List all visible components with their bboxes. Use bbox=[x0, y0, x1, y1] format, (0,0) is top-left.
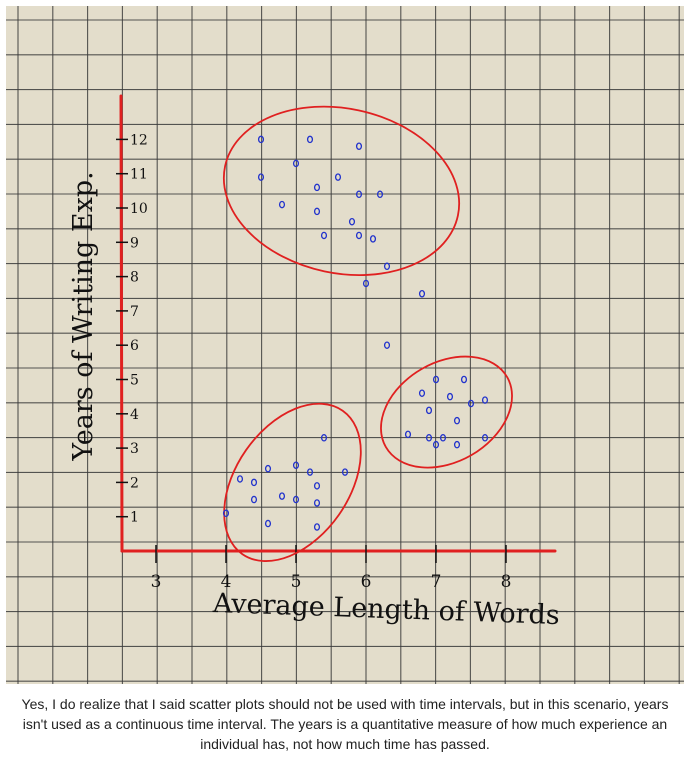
y-tick-label: 8 bbox=[130, 270, 139, 286]
x-ticks: 3 4 5 6 7 8 bbox=[151, 545, 512, 592]
data-point bbox=[425, 434, 433, 442]
data-point bbox=[355, 190, 363, 199]
data-point bbox=[453, 416, 461, 425]
data-point bbox=[341, 468, 349, 476]
data-point bbox=[432, 375, 440, 384]
y-tick-label: 10 bbox=[130, 201, 148, 217]
data-point bbox=[383, 341, 391, 349]
data-point bbox=[236, 475, 244, 483]
data-point bbox=[418, 289, 426, 298]
y-tick-label: 2 bbox=[130, 475, 139, 491]
y-axis-label: Years of Writing Exp. bbox=[68, 171, 99, 461]
data-point bbox=[439, 434, 447, 442]
axes bbox=[119, 94, 557, 553]
y-axis-line bbox=[119, 94, 124, 553]
data-point bbox=[306, 468, 314, 476]
data-point bbox=[432, 440, 440, 449]
data-point bbox=[446, 392, 454, 401]
x-tick-label: 6 bbox=[361, 572, 372, 592]
y-tick-label: 3 bbox=[130, 441, 139, 457]
cluster-circle bbox=[380, 355, 513, 469]
data-point bbox=[278, 200, 286, 209]
data-point bbox=[369, 235, 377, 243]
data-point bbox=[278, 492, 286, 500]
data-point bbox=[334, 173, 342, 181]
data-point bbox=[292, 495, 300, 504]
data-point bbox=[292, 461, 300, 469]
data-point bbox=[313, 482, 321, 490]
data-point bbox=[362, 279, 370, 288]
data-point bbox=[292, 159, 300, 168]
data-point bbox=[376, 190, 384, 199]
y-tick-label: 11 bbox=[130, 167, 148, 183]
data-point bbox=[348, 217, 356, 226]
data-point bbox=[467, 399, 475, 408]
data-point bbox=[257, 173, 265, 181]
data-point bbox=[425, 406, 433, 415]
data-point bbox=[355, 231, 363, 240]
data-point bbox=[264, 519, 272, 528]
y-tick-label: 9 bbox=[130, 235, 139, 251]
data-point bbox=[313, 523, 321, 531]
data-point bbox=[264, 464, 272, 473]
data-point bbox=[250, 495, 258, 504]
data-point bbox=[404, 430, 412, 439]
data-point bbox=[320, 434, 328, 442]
y-tick-label: 12 bbox=[130, 132, 148, 148]
data-point bbox=[453, 440, 461, 449]
cluster-circle bbox=[223, 402, 362, 562]
data-point bbox=[418, 389, 426, 397]
y-tick-label: 5 bbox=[130, 373, 139, 389]
data-point bbox=[383, 262, 391, 271]
y-tick-label: 4 bbox=[130, 407, 139, 423]
data-point bbox=[257, 135, 265, 144]
figure-caption: Yes, I do realize that I said scatter pl… bbox=[21, 696, 669, 752]
x-tick-label: 5 bbox=[291, 572, 302, 592]
grid-lines bbox=[6, 6, 684, 684]
data-point bbox=[320, 231, 328, 240]
data-point bbox=[481, 396, 489, 404]
x-tick-label: 4 bbox=[221, 572, 232, 592]
y-tick-label: 1 bbox=[130, 510, 139, 526]
y-tick-label: 7 bbox=[130, 304, 139, 320]
cluster-circle bbox=[222, 105, 461, 276]
cluster-circles bbox=[222, 105, 513, 562]
x-tick-label: 3 bbox=[151, 572, 162, 592]
data-point bbox=[222, 509, 230, 518]
y-tick-label: 6 bbox=[130, 338, 139, 354]
data-point bbox=[481, 434, 489, 442]
data-point bbox=[313, 183, 321, 192]
data-point bbox=[355, 142, 363, 151]
x-tick-label: 7 bbox=[431, 572, 442, 592]
data-point bbox=[250, 478, 258, 487]
data-point bbox=[313, 207, 321, 216]
data-point bbox=[313, 499, 321, 507]
data-points bbox=[222, 135, 489, 531]
x-tick-label: 8 bbox=[501, 572, 512, 592]
data-point bbox=[306, 135, 314, 144]
data-point bbox=[460, 375, 468, 384]
